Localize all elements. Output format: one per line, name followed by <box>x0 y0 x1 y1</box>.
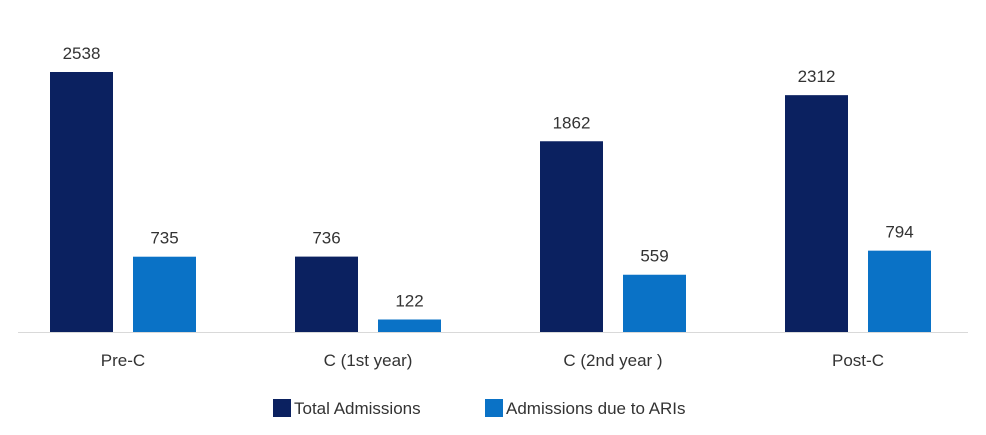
data-label-total-0: 2538 <box>63 44 101 63</box>
bar-ari-3 <box>868 250 931 332</box>
category-label-2: C (2nd year ) <box>563 351 662 370</box>
data-label-total-2: 1862 <box>553 113 591 132</box>
bar-total-0 <box>50 72 113 332</box>
data-label-total-3: 2312 <box>798 67 836 86</box>
legend-swatch-ari <box>485 399 503 417</box>
legend: Total Admissions Admissions due to ARIs <box>273 399 686 418</box>
bars-layer <box>50 72 931 332</box>
bar-total-2 <box>540 141 603 332</box>
category-label-3: Post-C <box>832 351 884 370</box>
category-label-1: C (1st year) <box>324 351 413 370</box>
data-labels-layer: 2538 735 736 122 1862 559 2312 794 <box>63 44 914 311</box>
bar-ari-2 <box>623 274 686 332</box>
bar-total-3 <box>785 95 848 332</box>
data-label-ari-3: 794 <box>885 223 913 242</box>
data-label-total-1: 736 <box>312 229 340 248</box>
bar-total-1 <box>295 256 358 332</box>
data-label-ari-0: 735 <box>150 229 178 248</box>
legend-swatch-total <box>273 399 291 417</box>
category-labels-layer: Pre-C C (1st year) C (2nd year ) Post-C <box>101 351 884 370</box>
bar-ari-1 <box>378 319 441 332</box>
data-label-ari-1: 122 <box>395 292 423 311</box>
category-label-0: Pre-C <box>101 351 145 370</box>
bar-ari-0 <box>133 256 196 332</box>
legend-label-total: Total Admissions <box>294 399 421 418</box>
data-label-ari-2: 559 <box>640 247 668 266</box>
legend-label-ari: Admissions due to ARIs <box>506 399 686 418</box>
